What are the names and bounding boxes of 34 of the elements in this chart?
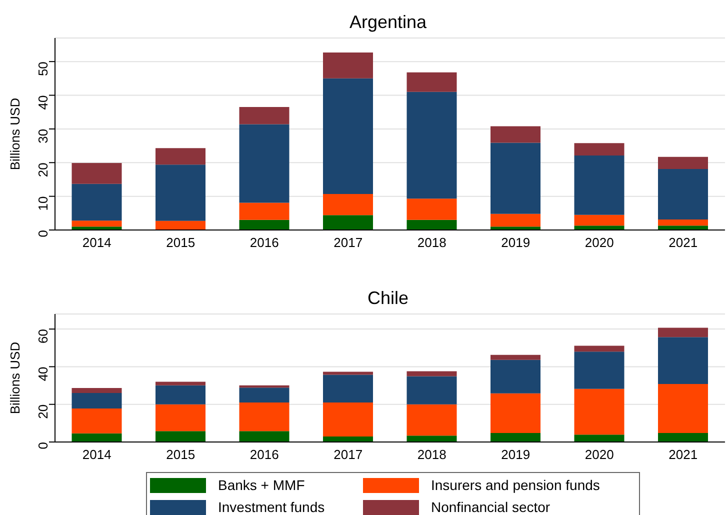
legend-label: Investment funds [218,499,325,515]
x-tick-label: 2018 [417,235,446,250]
y-tick-label: 40 [36,366,51,382]
x-tick-label: 2018 [417,447,446,462]
x-tick-label: 2021 [668,447,698,462]
legend-label: Insurers and pension funds [431,477,600,493]
x-tick-label: 2017 [334,447,363,462]
x-tick-label: 2021 [668,235,698,250]
y-axis-title: Billions USD [8,98,23,170]
x-tick-label: 2014 [82,447,112,462]
legend-label: Banks + MMF [218,477,305,493]
y-tick-label: 20 [36,404,51,419]
y-tick-label: 0 [36,442,51,450]
x-tick-label: 2015 [166,235,196,250]
y-axis-title: Billions USD [8,342,23,414]
x-tick-label: 2016 [250,235,279,250]
y-tick-label: 20 [36,162,51,178]
y-tick-label: 40 [36,95,51,110]
x-tick-label: 2017 [334,235,363,250]
y-tick-label: 50 [36,62,51,76]
x-tick-label: 2020 [584,235,614,250]
x-tick-label: 2019 [501,235,530,250]
x-tick-label: 2020 [584,447,614,462]
y-tick-label: 30 [36,128,51,144]
x-tick-label: 2014 [82,235,112,250]
y-tick-label: 10 [36,196,51,211]
x-tick-label: 2015 [166,447,196,462]
chart-title: Argentina [348,11,428,34]
y-tick-label: 60 [36,329,51,344]
x-tick-label: 2016 [250,447,279,462]
chart-title: Chile [366,287,410,310]
y-tick-label: 0 [36,230,51,238]
x-tick-label: 2019 [501,447,530,462]
legend-label: Nonfinancial sector [431,499,550,515]
